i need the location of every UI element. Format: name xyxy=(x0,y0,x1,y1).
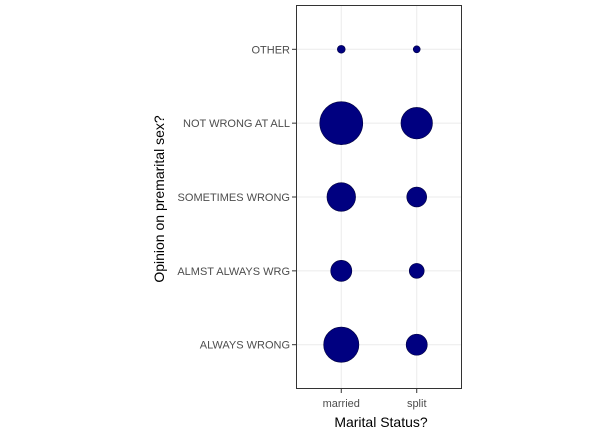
x-tick-label: split xyxy=(407,398,427,410)
y-tick-label: OTHER xyxy=(252,44,291,56)
data-point xyxy=(319,101,364,145)
x-axis-title: Marital Status? xyxy=(334,414,428,430)
data-point xyxy=(330,259,353,282)
labels-layer: married split ALWAYS WRONG ALMST ALWAYS WRG… xyxy=(177,44,426,410)
x-tick-label: married xyxy=(323,398,360,410)
data-point xyxy=(323,326,360,363)
y-tick-label: ALMST ALWAYS WRG xyxy=(177,266,290,278)
data-point xyxy=(412,45,421,54)
points-layer xyxy=(319,45,433,363)
panel-border xyxy=(296,5,462,389)
data-point xyxy=(400,107,433,140)
data-point xyxy=(405,333,428,356)
data-point xyxy=(406,186,427,208)
y-tick-label: ALWAYS WRONG xyxy=(200,340,290,352)
y-tick-label: SOMETIMES WRONG xyxy=(178,192,290,204)
y-tick-label: NOT WRONG AT ALL xyxy=(183,118,290,130)
data-point xyxy=(326,182,356,212)
data-point xyxy=(337,45,346,54)
y-axis-title: Opinion on premarital sex? xyxy=(151,115,167,283)
ticks-layer xyxy=(292,48,418,393)
data-point xyxy=(408,263,425,279)
